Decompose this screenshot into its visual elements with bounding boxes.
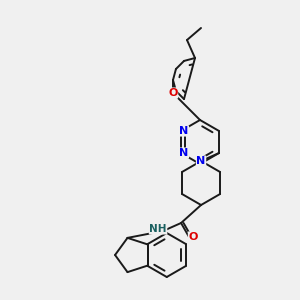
Text: NH: NH xyxy=(149,224,167,234)
Text: O: O xyxy=(168,88,178,98)
Text: O: O xyxy=(188,232,198,242)
Text: N: N xyxy=(179,148,189,158)
Text: N: N xyxy=(196,156,206,166)
Text: N: N xyxy=(179,126,189,136)
